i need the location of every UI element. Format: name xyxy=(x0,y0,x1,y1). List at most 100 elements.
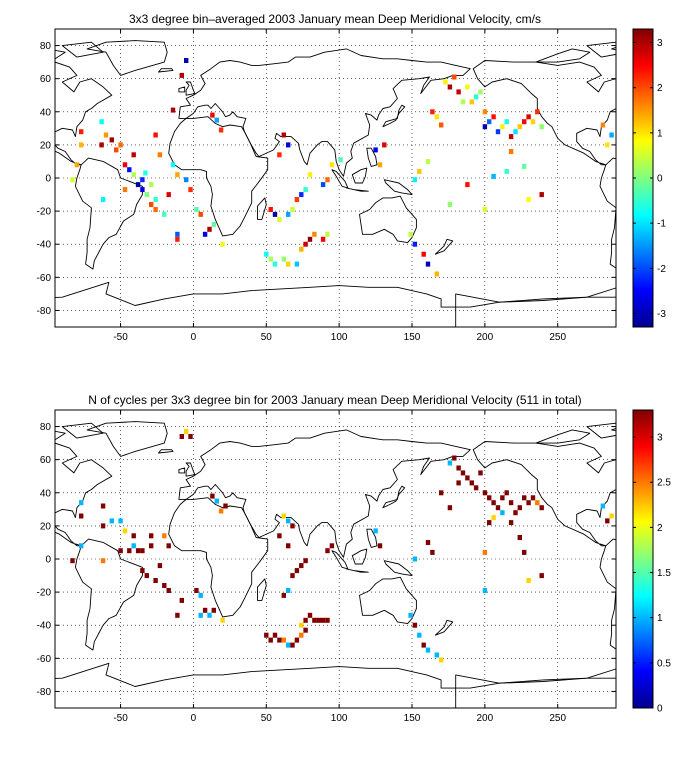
x-tick-label: 50 xyxy=(261,332,273,343)
bin-cell xyxy=(118,142,123,148)
coastline xyxy=(359,195,417,244)
x-tick-label: -50 xyxy=(113,332,128,343)
bin-cell xyxy=(286,543,291,549)
bin-cell xyxy=(188,187,193,193)
x-tick-label: 100 xyxy=(331,713,348,724)
x-tick-label: 200 xyxy=(477,332,494,343)
bin-cell xyxy=(286,518,291,524)
coastline xyxy=(382,485,406,509)
bin-cell xyxy=(526,114,531,120)
bin-cell xyxy=(290,207,295,212)
bin-cell xyxy=(482,124,488,130)
bin-cell xyxy=(277,152,282,158)
bin-cell xyxy=(223,503,228,509)
bin-cell xyxy=(179,597,184,603)
bin-cell xyxy=(272,211,278,217)
bin-cell xyxy=(421,642,426,648)
bin-cell xyxy=(491,114,496,120)
bin-cell xyxy=(277,216,282,222)
bin-cell xyxy=(526,197,531,202)
bin-cell xyxy=(487,119,492,125)
bin-cell xyxy=(218,127,224,133)
coastline xyxy=(86,40,168,76)
bin-cell xyxy=(299,192,304,198)
bin-cell xyxy=(522,119,527,125)
bin-cell xyxy=(482,588,488,593)
bin-cell xyxy=(286,142,291,148)
bin-cell xyxy=(447,84,453,90)
bin-cell xyxy=(140,187,145,193)
bin-cell xyxy=(166,588,171,593)
bin-cell xyxy=(299,632,304,638)
coastline xyxy=(55,61,113,166)
bin-cell xyxy=(194,588,199,593)
bin-cell xyxy=(131,152,136,158)
bin-cell xyxy=(478,89,483,95)
bin-cell xyxy=(100,523,106,529)
x-tick-label: -50 xyxy=(113,713,128,724)
bin-cell xyxy=(508,520,514,526)
bin-cell xyxy=(478,470,483,476)
bin-cell xyxy=(198,211,203,217)
bin-cell xyxy=(609,513,614,519)
chart-top-bins xyxy=(70,58,614,277)
y-tick-label: 80 xyxy=(40,41,52,52)
bin-cell xyxy=(220,617,225,623)
coastline xyxy=(351,167,368,184)
bin-cell xyxy=(153,207,158,212)
bin-cell xyxy=(303,617,308,623)
bin-cell xyxy=(491,173,496,179)
bin-cell xyxy=(286,642,291,648)
coastline xyxy=(158,449,174,454)
bin-cell xyxy=(170,107,176,113)
bin-cell xyxy=(425,159,431,164)
coastline xyxy=(178,48,471,177)
bin-cell xyxy=(504,168,509,174)
bin-cell xyxy=(425,540,431,545)
coastline xyxy=(472,60,616,166)
bin-cell xyxy=(434,271,439,277)
bin-cell xyxy=(175,236,180,242)
bin-cell xyxy=(530,495,536,501)
bin-cell xyxy=(286,588,291,593)
bin-cell xyxy=(162,533,167,539)
bin-cell xyxy=(131,172,136,178)
bin-cell xyxy=(377,543,383,549)
chart-top-continents xyxy=(55,40,616,327)
bin-cell xyxy=(162,211,167,217)
coastline xyxy=(178,86,186,93)
bin-cell xyxy=(412,556,418,562)
bin-cell xyxy=(188,434,193,439)
bin-cell xyxy=(79,500,84,506)
bin-cell xyxy=(417,632,422,638)
bin-cell xyxy=(127,167,132,173)
chart-bottom-continents xyxy=(55,421,616,708)
y-tick-label: -40 xyxy=(37,240,52,251)
bin-cell xyxy=(144,573,149,579)
bin-cell xyxy=(303,627,308,633)
bin-cell xyxy=(175,172,180,178)
bin-cell xyxy=(605,142,610,148)
coastline xyxy=(382,104,406,128)
bin-cell xyxy=(281,592,286,598)
bin-cell xyxy=(103,132,109,138)
bin-cell xyxy=(425,647,431,653)
bin-cell xyxy=(294,568,300,574)
colorbar-tick-label: 0 xyxy=(657,704,663,715)
bin-cell xyxy=(434,652,439,658)
bin-cell xyxy=(382,142,387,148)
bin-cell xyxy=(522,163,527,169)
bin-cell xyxy=(495,129,501,135)
bin-cell xyxy=(508,134,514,140)
y-tick-label: 20 xyxy=(40,140,52,151)
bin-cell xyxy=(290,642,295,648)
coastline xyxy=(535,48,591,63)
bin-cell xyxy=(539,505,544,511)
bin-cell xyxy=(430,109,435,115)
bin-cell xyxy=(286,211,291,217)
bin-cell xyxy=(153,578,158,583)
bin-cell xyxy=(526,500,531,506)
chart-top-colorbar-ticks: 3 2 1 0 -1 -2 -3 xyxy=(633,38,666,320)
bin-cell xyxy=(198,612,203,618)
